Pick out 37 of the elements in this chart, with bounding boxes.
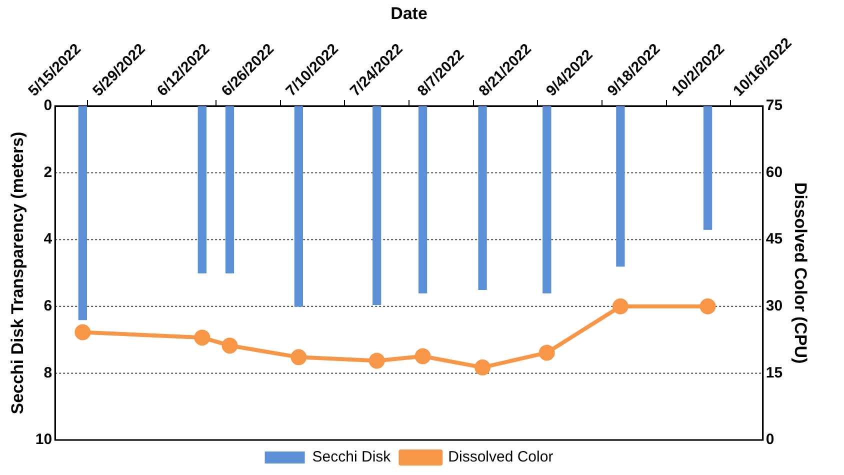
y-tick-label: 8 [44,364,52,382]
y-tick-label: 4 [44,230,53,248]
bar [78,106,87,320]
point [368,352,385,369]
point [74,324,91,340]
y2-tick-label: 15 [766,364,783,382]
y-axis-title: Secchi Disk Transparency (meters) [8,132,27,414]
x-axis-title: Date [390,4,428,24]
y2-tick-label: 30 [766,298,783,315]
point [538,344,555,361]
y2-tick-label: 45 [766,230,783,248]
bar [703,106,712,230]
bar [478,106,487,290]
y2-tick-label: 75 [766,97,783,114]
point [194,330,210,346]
y-tick-label: 0 [44,97,52,114]
bar [616,106,625,267]
point [414,348,431,364]
point [222,338,238,354]
y2-tick-label: 60 [766,164,783,181]
y-tick-label: 2 [44,164,52,181]
legend-label: Secchi Disk [312,448,392,466]
bar [418,106,428,294]
bar [198,106,206,274]
bar [372,106,382,306]
point [612,298,628,314]
y-tick-label: 6 [44,298,52,315]
point [474,359,491,376]
y-tick-label: 10 [35,431,52,448]
bar [542,106,552,294]
bar [225,106,234,274]
point [700,298,716,314]
legend-label: Dissolved Color [448,448,554,466]
point [290,349,307,366]
y2-tick-label: 0 [766,431,774,448]
bar [294,106,304,307]
y2-axis-title: Dissolved Color (CPU) [791,182,810,364]
